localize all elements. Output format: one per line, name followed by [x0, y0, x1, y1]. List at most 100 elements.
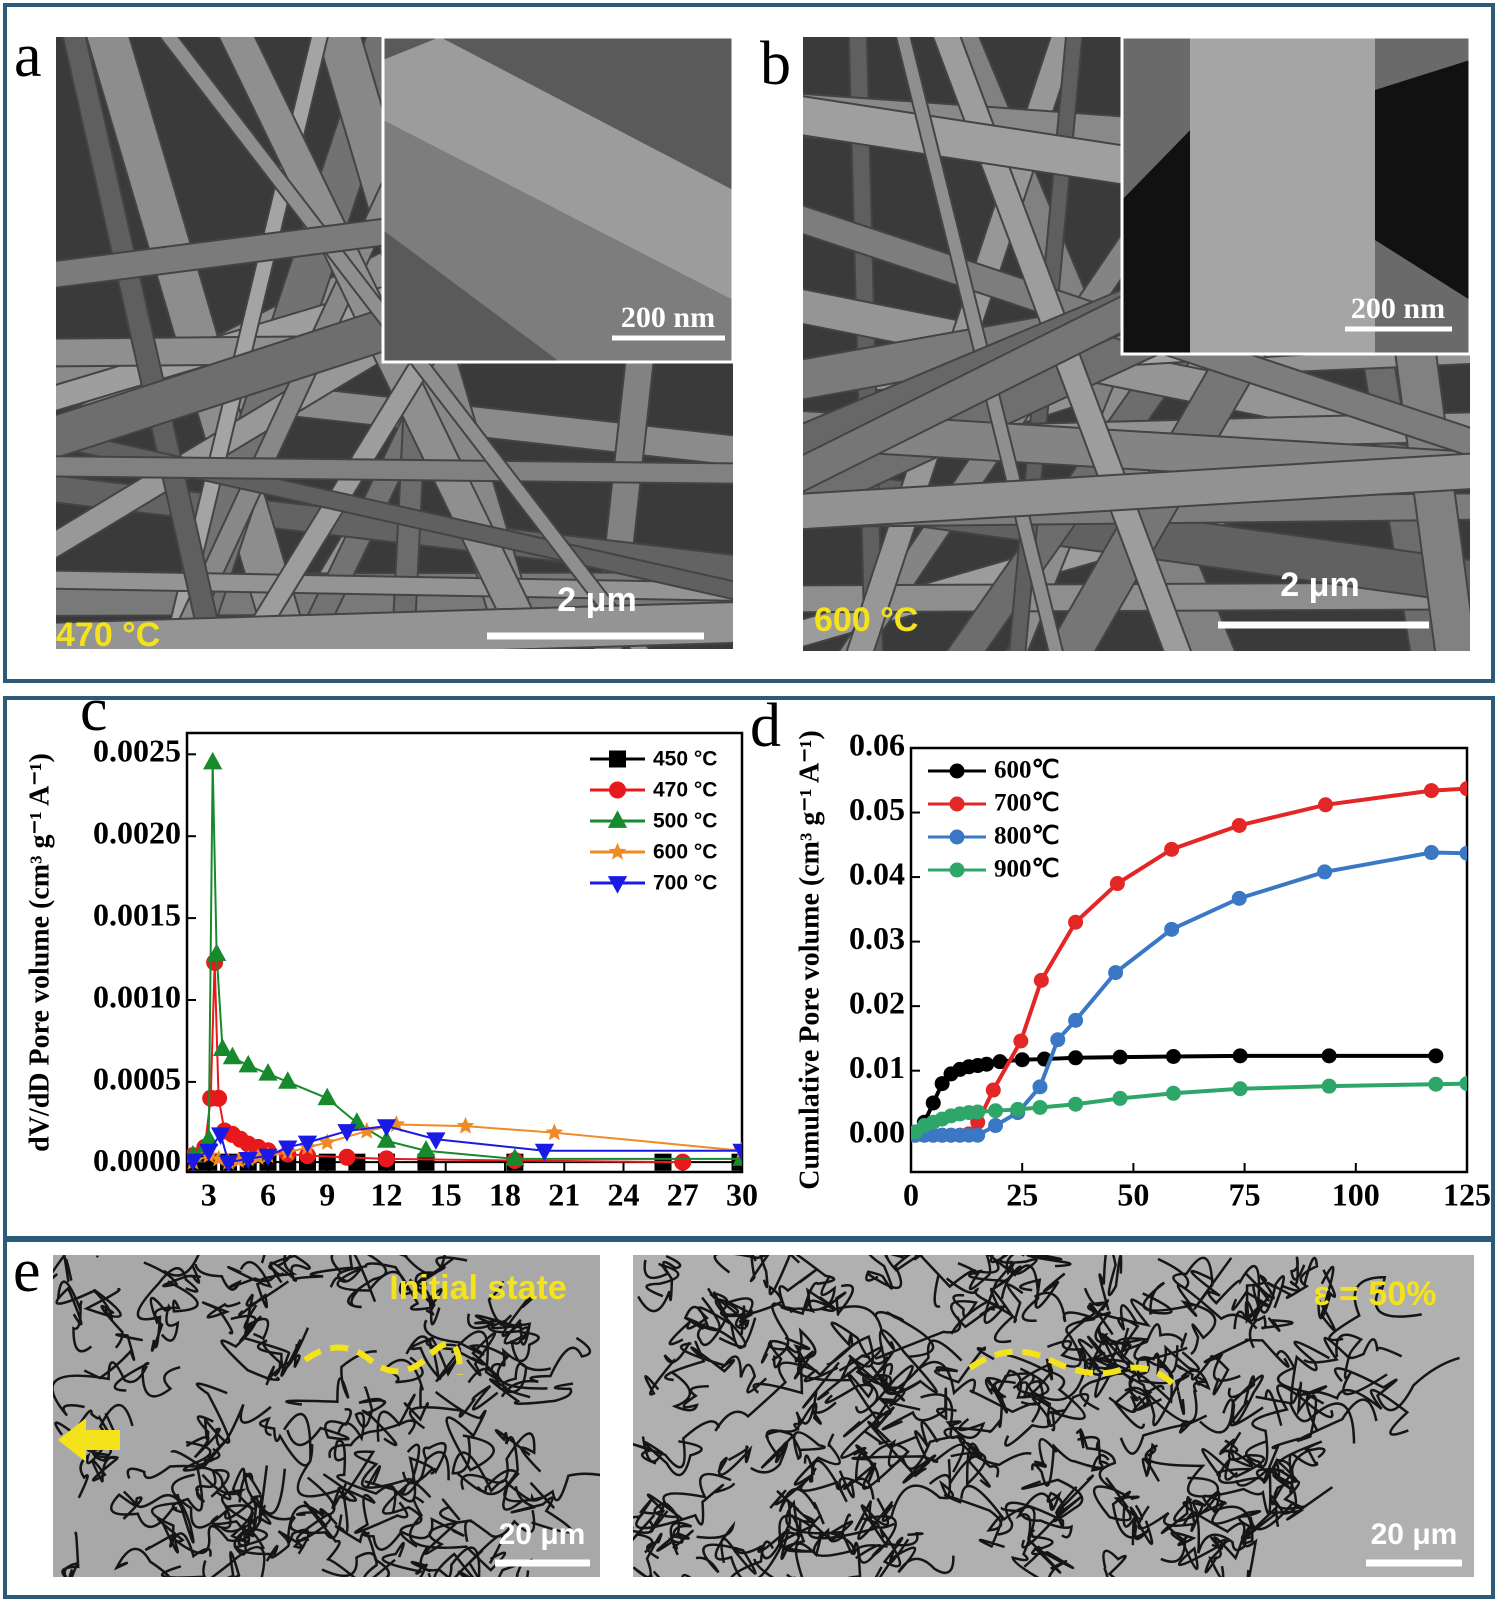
- legend-label: 800℃: [994, 823, 1060, 850]
- coiled-fiber: [227, 1265, 269, 1317]
- y-tick-label: 0.02: [849, 984, 905, 1020]
- coiled-fiber: [122, 1493, 195, 1544]
- legend-label: 450 °C: [653, 748, 717, 771]
- marker: [1459, 1076, 1467, 1092]
- inset-scale-label: 200 nm: [621, 301, 715, 334]
- marker: [1033, 972, 1049, 988]
- coiled-fiber: [1288, 1448, 1319, 1479]
- marker: [317, 1087, 337, 1106]
- marker: [376, 1130, 397, 1148]
- fiber: [56, 603, 733, 649]
- marker: [376, 1119, 397, 1137]
- coiled-fiber: [1016, 1299, 1110, 1396]
- y-tick-label: 0.00: [849, 1114, 905, 1150]
- coiled-fiber: [695, 1537, 757, 1575]
- coiled-fiber: [433, 1534, 504, 1577]
- coiled-fiber: [714, 1361, 839, 1432]
- coiled-fiber: [644, 1341, 691, 1396]
- marker: [1068, 914, 1084, 930]
- coiled-fiber: [1141, 1442, 1161, 1483]
- scale-bar-label: 2 μm: [557, 581, 636, 619]
- coiled-fiber: [210, 1504, 254, 1543]
- legend-marker: [607, 876, 628, 894]
- coiled-fiber: [1180, 1300, 1217, 1356]
- x-tick-label: 12: [370, 1176, 402, 1212]
- coiled-fiber: [855, 1500, 897, 1560]
- marker: [979, 1056, 995, 1072]
- coiled-fiber: [670, 1371, 709, 1412]
- coiled-fiber: [381, 1541, 432, 1575]
- marker: [318, 1133, 337, 1151]
- legend-marker: [607, 810, 628, 828]
- coiled-fiber: [1173, 1497, 1262, 1530]
- x-tick-label: 27: [667, 1176, 699, 1212]
- coiled-fiber: [1019, 1272, 1066, 1309]
- panel-label: c: [80, 676, 108, 744]
- coiled-fiber: [874, 1546, 955, 1577]
- coiled-fiber: [195, 1469, 230, 1503]
- legend-label: 500 °C: [653, 810, 717, 833]
- marker: [199, 1143, 219, 1162]
- charts: c dV/dD Pore volume (cm³ g⁻¹ A⁻¹) 3 6 9 12 15 1…: [24, 676, 1491, 1212]
- coiled-fiber: [1328, 1275, 1422, 1342]
- marker: [218, 1155, 239, 1172]
- coiled-fiber: [769, 1327, 817, 1369]
- fiber-trace: [303, 1340, 463, 1376]
- marker: [1112, 1090, 1128, 1106]
- coiled-fiber: [321, 1551, 429, 1577]
- coiled-fiber: [1029, 1528, 1075, 1570]
- marker: [1459, 845, 1467, 861]
- coiled-fiber: [717, 1445, 753, 1476]
- coiled-fiber: [507, 1472, 600, 1502]
- coiled-fiber: [878, 1329, 938, 1396]
- marker: [1428, 1076, 1444, 1092]
- state-label: Initial state: [389, 1269, 567, 1307]
- coiled-fiber: [765, 1429, 826, 1461]
- coiled-fiber: [1124, 1374, 1190, 1427]
- fiber: [64, 37, 224, 649]
- coiled-fiber: [769, 1474, 847, 1509]
- coiled-fiber: [1111, 1490, 1151, 1546]
- coiled-fiber: [268, 1255, 311, 1281]
- coiled-fiber: [1077, 1435, 1110, 1472]
- sem-inset: [1122, 37, 1470, 354]
- coiled-fiber: [997, 1474, 1094, 1536]
- marker: [988, 1103, 1004, 1119]
- fiber: [383, 37, 733, 300]
- coiled-fiber: [347, 1255, 388, 1309]
- coiled-fiber: [668, 1306, 757, 1350]
- coiled-fiber: [838, 1452, 875, 1500]
- coiled-fiber: [423, 1319, 548, 1390]
- coiled-fiber: [490, 1330, 540, 1373]
- y-tick-label: 0.01: [849, 1049, 905, 1085]
- coiled-fiber: [202, 1301, 241, 1335]
- coiled-fiber: [1000, 1506, 1073, 1539]
- coiled-fiber: [1255, 1389, 1356, 1444]
- marker: [1032, 1079, 1048, 1095]
- coiled-fiber: [1212, 1486, 1334, 1545]
- coiled-fiber: [451, 1435, 523, 1511]
- coiled-fiber: [265, 1343, 301, 1382]
- coiled-fiber: [1218, 1458, 1285, 1484]
- marker: [1321, 1078, 1337, 1094]
- legend-label: 600 °C: [653, 841, 717, 864]
- scale-bar-label: 20 μm: [499, 1518, 586, 1551]
- coiled-fiber: [55, 1286, 122, 1326]
- marker: [934, 1076, 950, 1092]
- series-line: [192, 762, 742, 1160]
- x-tick-label: 6: [260, 1176, 276, 1212]
- x-tick-label: 3: [201, 1176, 217, 1212]
- marker: [985, 1082, 1001, 1098]
- coiled-fiber: [1244, 1271, 1275, 1322]
- marker: [925, 1095, 941, 1111]
- coiled-fiber: [943, 1494, 1005, 1549]
- marker: [1232, 1048, 1248, 1064]
- series-line: [192, 962, 683, 1164]
- coiled-fiber: [808, 1459, 871, 1503]
- coiled-fiber: [70, 1403, 134, 1445]
- optical-image: [53, 1255, 600, 1577]
- shadow: [1122, 120, 1200, 354]
- marker: [1165, 1048, 1181, 1064]
- fiber: [56, 430, 733, 599]
- x-tick-label: 100: [1332, 1176, 1380, 1212]
